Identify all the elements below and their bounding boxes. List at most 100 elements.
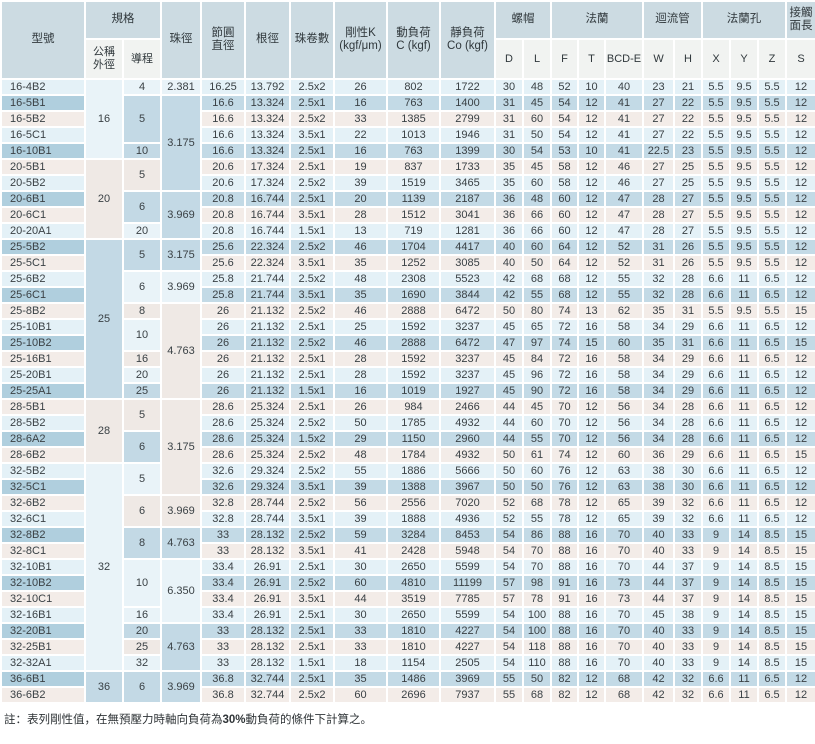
lead-cell: 25 bbox=[122, 382, 162, 400]
value-cell: 16 bbox=[333, 382, 388, 400]
value-cell: 5523 bbox=[439, 270, 496, 288]
subheader-cell: Z bbox=[757, 38, 788, 80]
table-row: 25-25A1 25 26 21.132 1.5x1 16 1019 1927 45 90 72 16… bbox=[0, 382, 815, 400]
value-cell: 6472 bbox=[439, 302, 496, 320]
table-row: 36-6B1 36 6 3.969 36.8 32.744 2.5x1 35 1486 3969 5… bbox=[0, 670, 815, 704]
value-cell: 9 bbox=[701, 574, 732, 592]
value-cell: 56 bbox=[603, 398, 645, 416]
value-cell: 14 bbox=[729, 526, 760, 544]
value-cell: 2.5x1 bbox=[289, 318, 335, 336]
value-cell: 31 bbox=[673, 334, 704, 352]
value-cell: 25.8 bbox=[200, 286, 246, 304]
value-cell: 5.5 bbox=[701, 78, 732, 96]
value-cell: 7785 bbox=[439, 590, 496, 608]
value-cell: 1150 bbox=[386, 430, 441, 448]
value-cell: 9 bbox=[701, 590, 732, 608]
value-cell: 16 bbox=[577, 350, 606, 368]
value-cell: 28.132 bbox=[244, 526, 291, 544]
model-cell: 28-5B1 bbox=[0, 398, 86, 416]
value-cell: 26 bbox=[200, 366, 246, 384]
value-cell: 2.5x2 bbox=[289, 302, 335, 320]
value-cell: 12 bbox=[785, 270, 815, 288]
value-cell: 1.5x1 bbox=[289, 654, 335, 672]
value-cell: 33 bbox=[673, 638, 704, 656]
value-cell: 40 bbox=[642, 542, 676, 560]
value-cell: 45 bbox=[494, 318, 524, 336]
value-cell: 56 bbox=[603, 414, 645, 432]
value-cell: 58 bbox=[550, 174, 579, 192]
model-cell: 16-5C1 bbox=[0, 126, 86, 144]
value-cell: 36.8 bbox=[200, 670, 246, 688]
value-cell: 34 bbox=[642, 350, 676, 368]
lead-cell: 10 bbox=[122, 558, 162, 608]
value-cell: 39 bbox=[642, 510, 676, 528]
value-cell: 58 bbox=[603, 350, 645, 368]
model-cell: 28-6B2 bbox=[0, 446, 86, 464]
value-cell: 2466 bbox=[439, 398, 496, 416]
value-cell: 54 bbox=[494, 542, 524, 560]
value-cell: 23 bbox=[673, 142, 704, 160]
value-cell: 33 bbox=[200, 542, 246, 560]
value-cell: 2.5x2 bbox=[289, 414, 335, 432]
value-cell: 12 bbox=[785, 94, 815, 112]
table-row: 16-5B1 5 3.175 16.6 13.324 2.5x1 16 763 1400 31 45… bbox=[0, 94, 815, 192]
value-cell: 5.5 bbox=[701, 158, 732, 176]
value-cell: 74 bbox=[550, 302, 579, 320]
value-cell: 8.5 bbox=[757, 590, 788, 608]
value-cell: 33 bbox=[200, 654, 246, 672]
value-cell: 34 bbox=[642, 430, 676, 448]
value-cell: 12 bbox=[577, 414, 606, 432]
value-cell: 35 bbox=[333, 286, 388, 304]
value-cell: 5.5 bbox=[701, 142, 732, 160]
value-cell: 44 bbox=[333, 590, 388, 608]
value-cell: 45 bbox=[642, 606, 676, 624]
value-cell: 3237 bbox=[439, 350, 496, 368]
table-header: 型號 規格 珠徑 節圓 直徑 根徑 珠卷數 剛性K (kgf/μm) 動負荷 C (kgf) 靜… bbox=[0, 0, 815, 80]
header-cell: 法蘭 bbox=[549, 0, 645, 40]
value-cell: 26 bbox=[200, 318, 246, 336]
value-cell: 15 bbox=[785, 446, 815, 464]
value-cell: 2650 bbox=[386, 558, 441, 576]
value-cell: 12 bbox=[577, 670, 606, 688]
value-cell: 41 bbox=[603, 142, 645, 160]
value-cell: 8.5 bbox=[757, 606, 788, 624]
value-cell: 55 bbox=[494, 670, 524, 688]
value-cell: 63 bbox=[603, 462, 645, 480]
value-cell: 80 bbox=[522, 302, 552, 320]
value-cell: 1592 bbox=[386, 350, 441, 368]
table-row: 16-10B1 10 16.6 13.324 2.5x1 16 763 1399 30 54 53 1… bbox=[0, 142, 815, 160]
value-cell: 70 bbox=[603, 558, 645, 576]
value-cell: 54 bbox=[550, 110, 579, 128]
value-cell: 70 bbox=[550, 430, 579, 448]
table-row: 16-5C1 16.6 13.324 3.5x1 22 1013 1946 31 50 54 12 4… bbox=[0, 126, 815, 144]
value-cell: 28 bbox=[673, 414, 704, 432]
value-cell: 1385 bbox=[386, 110, 441, 128]
table-row: 32-20B1 20 4.763 33 28.132 2.5x1 33 1810 4227 54 1… bbox=[0, 622, 815, 672]
value-cell: 56 bbox=[333, 494, 388, 512]
value-cell: 78 bbox=[550, 510, 579, 528]
value-cell: 34 bbox=[642, 414, 676, 432]
value-cell: 55 bbox=[603, 270, 645, 288]
value-cell: 65 bbox=[603, 494, 645, 512]
value-cell: 28 bbox=[673, 430, 704, 448]
value-cell: 3041 bbox=[439, 206, 496, 224]
value-cell: 6.5 bbox=[757, 350, 788, 368]
value-cell: 40 bbox=[603, 78, 645, 96]
subheader-cell: Y bbox=[729, 38, 760, 80]
value-cell: 2.5x2 bbox=[289, 238, 335, 256]
value-cell: 11 bbox=[729, 334, 760, 352]
table-row: 20-6C1 20.8 16.744 3.5x1 28 1512 3041 36 66 60 12 4… bbox=[0, 206, 815, 224]
value-cell: 16.744 bbox=[244, 222, 291, 240]
value-cell: 35 bbox=[494, 174, 524, 192]
value-cell: 41 bbox=[333, 542, 388, 560]
value-cell: 3.5x1 bbox=[289, 286, 335, 304]
value-cell: 12 bbox=[577, 238, 606, 256]
value-cell: 3.5x1 bbox=[289, 254, 335, 272]
value-cell: 3465 bbox=[439, 174, 496, 192]
value-cell: 29 bbox=[673, 350, 704, 368]
value-cell: 36 bbox=[494, 222, 524, 240]
model-cell: 36-6B1 bbox=[0, 670, 86, 688]
value-cell: 21.132 bbox=[244, 350, 291, 368]
value-cell: 9.5 bbox=[729, 254, 760, 272]
value-cell: 39 bbox=[333, 174, 388, 192]
